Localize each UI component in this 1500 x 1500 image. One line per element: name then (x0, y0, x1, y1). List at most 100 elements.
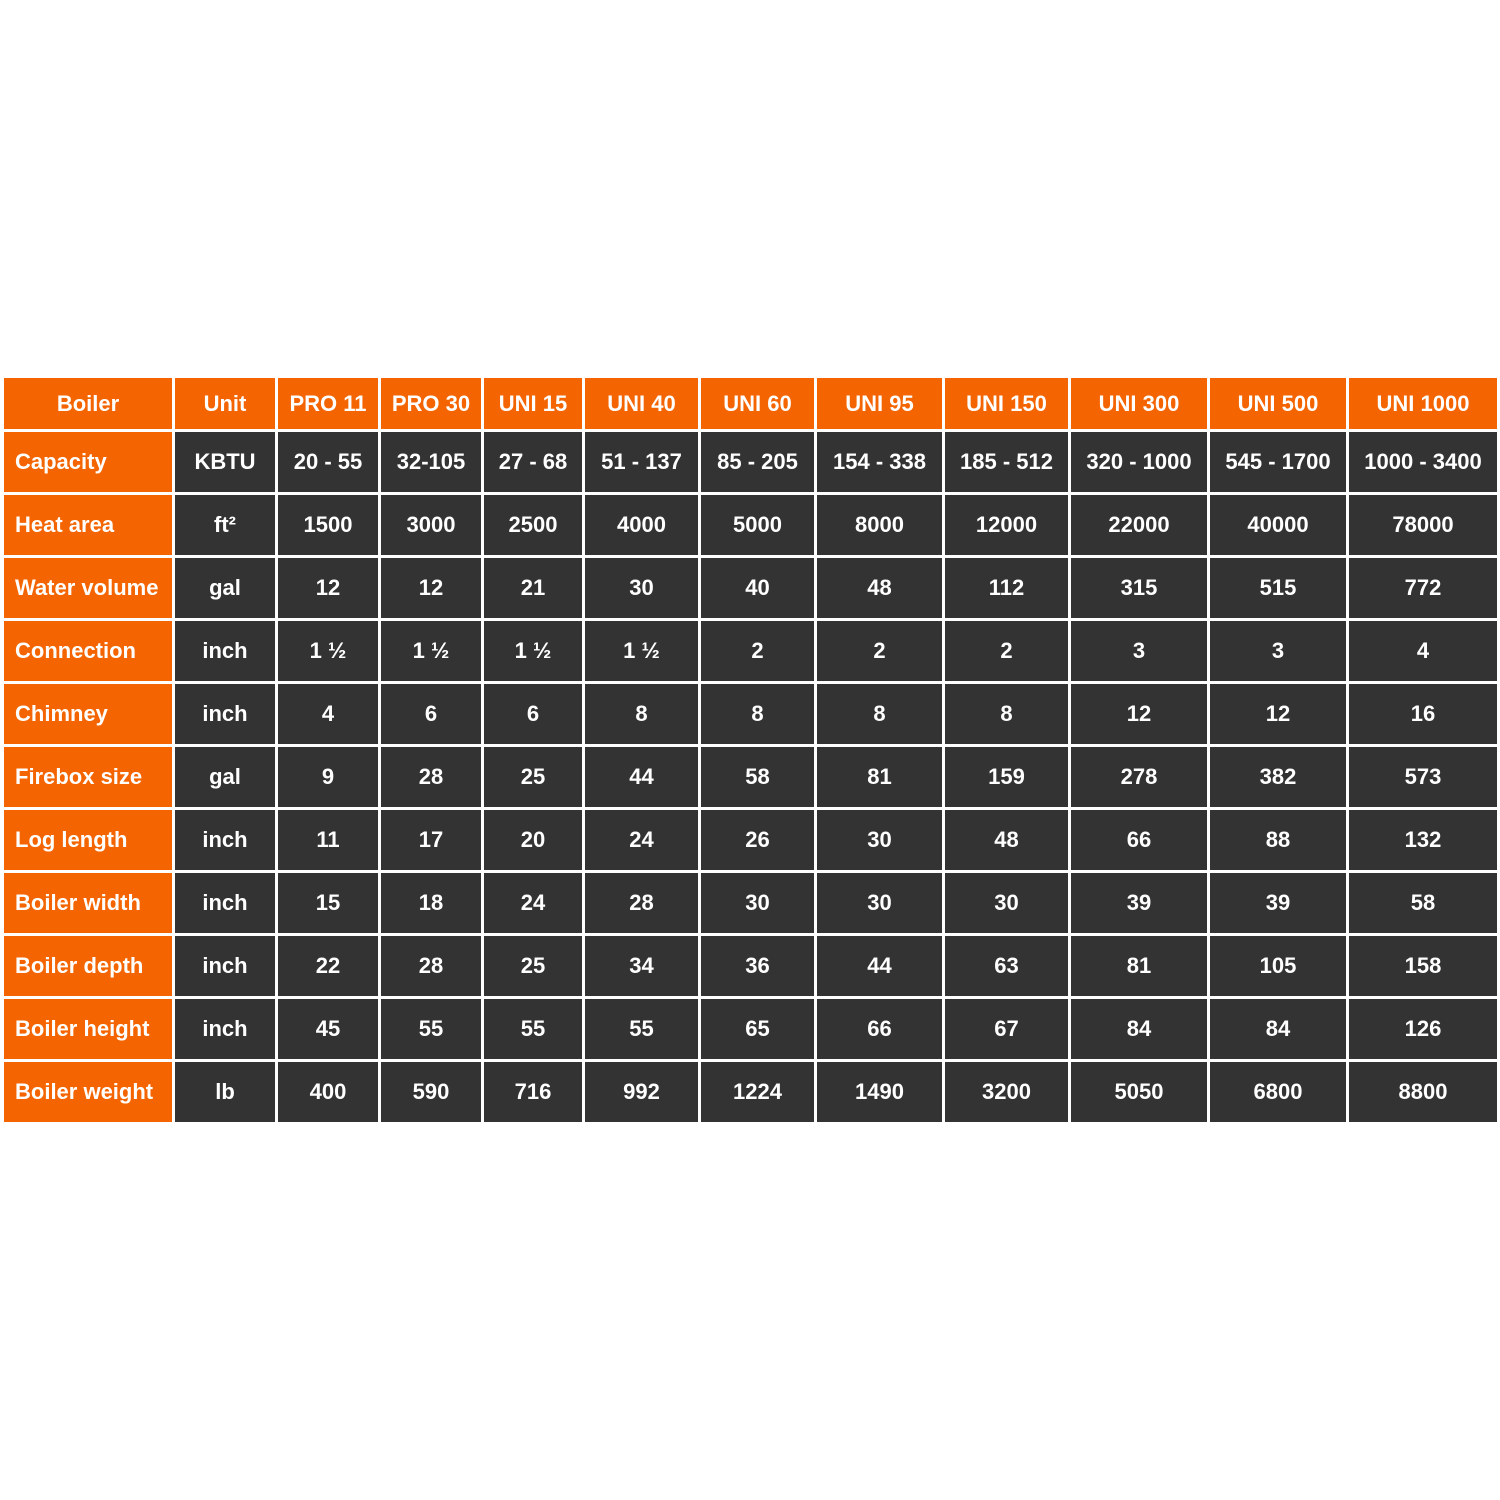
table-cell: 2 (814, 618, 945, 684)
table-cell: 8 (698, 681, 817, 747)
table-cell: 28 (378, 744, 484, 810)
row-label: Firebox size (1, 744, 175, 810)
table-cell: 88 (1207, 807, 1349, 873)
row-label: Boiler depth (1, 933, 175, 999)
table-row: Boiler height inch 45 55 55 55 65 66 67 84 84 126 (1, 996, 1500, 1062)
table-cell: 1000 - 3400 (1346, 429, 1500, 495)
row-label: Boiler weight (1, 1059, 175, 1125)
table-cell: 66 (1068, 807, 1210, 873)
table-cell: 515 (1207, 555, 1349, 621)
table-cell: 44 (582, 744, 701, 810)
table-cell: 573 (1346, 744, 1500, 810)
table-cell: 1 ½ (275, 618, 381, 684)
table-cell: 12 (378, 555, 484, 621)
table-cell: 85 - 205 (698, 429, 817, 495)
table-cell: 39 (1068, 870, 1210, 936)
table-cell: gal (172, 744, 278, 810)
table-cell: 24 (481, 870, 585, 936)
header-cell: PRO 30 (378, 375, 484, 432)
table-cell: 63 (942, 933, 1071, 999)
table-cell: 28 (378, 933, 484, 999)
table-cell: 12000 (942, 492, 1071, 558)
table-cell: 39 (1207, 870, 1349, 936)
table-cell: 545 - 1700 (1207, 429, 1349, 495)
table-cell: 12 (1207, 681, 1349, 747)
table-cell: 320 - 1000 (1068, 429, 1210, 495)
table-cell: 20 (481, 807, 585, 873)
table-cell: 772 (1346, 555, 1500, 621)
table-cell: 44 (814, 933, 945, 999)
table-cell: inch (172, 996, 278, 1062)
table-cell: 159 (942, 744, 1071, 810)
header-cell: UNI 60 (698, 375, 817, 432)
table-cell: 2500 (481, 492, 585, 558)
table-cell: 12 (1068, 681, 1210, 747)
table-cell: 382 (1207, 744, 1349, 810)
row-label: Boiler width (1, 870, 175, 936)
table-cell: 590 (378, 1059, 484, 1125)
table-cell: 1 ½ (582, 618, 701, 684)
table-cell: 45 (275, 996, 381, 1062)
table-cell: 65 (698, 996, 817, 1062)
table-cell: 22000 (1068, 492, 1210, 558)
table-cell: 1 ½ (481, 618, 585, 684)
table-cell: 315 (1068, 555, 1210, 621)
table-cell: 51 - 137 (582, 429, 701, 495)
table-cell: 81 (814, 744, 945, 810)
table-cell: 55 (378, 996, 484, 1062)
header-row: Boiler Unit PRO 11 PRO 30 UNI 15 UNI 40 UNI 60… (1, 375, 1500, 432)
table-cell: 66 (814, 996, 945, 1062)
header-cell: UNI 500 (1207, 375, 1349, 432)
table-cell: 30 (582, 555, 701, 621)
table-cell: 6 (378, 681, 484, 747)
table-cell: 1224 (698, 1059, 817, 1125)
table-cell: 12 (275, 555, 381, 621)
table-cell: 1500 (275, 492, 381, 558)
table-cell: inch (172, 870, 278, 936)
table-cell: 30 (942, 870, 1071, 936)
table-cell: 67 (942, 996, 1071, 1062)
table-cell: 5050 (1068, 1059, 1210, 1125)
table-cell: 400 (275, 1059, 381, 1125)
table-cell: 3000 (378, 492, 484, 558)
table-cell: 16 (1346, 681, 1500, 747)
header-cell: PRO 11 (275, 375, 381, 432)
row-label: Chimney (1, 681, 175, 747)
table-cell: 3 (1207, 618, 1349, 684)
table-cell: 32-105 (378, 429, 484, 495)
table-cell: 4 (275, 681, 381, 747)
table-cell: 4000 (582, 492, 701, 558)
table-cell: 3 (1068, 618, 1210, 684)
table-cell: 185 - 512 (942, 429, 1071, 495)
row-label: Log length (1, 807, 175, 873)
row-label: Water volume (1, 555, 175, 621)
table-cell: 48 (942, 807, 1071, 873)
table-cell: 5000 (698, 492, 817, 558)
table-cell: inch (172, 807, 278, 873)
table-cell: 55 (582, 996, 701, 1062)
table-row: Boiler width inch 15 18 24 28 30 30 30 39 39 58 (1, 870, 1500, 936)
table-cell: lb (172, 1059, 278, 1125)
table-row: Heat area ft² 1500 3000 2500 4000 5000 8000 1200… (1, 492, 1500, 558)
table-cell: 11 (275, 807, 381, 873)
table-cell: 112 (942, 555, 1071, 621)
header-cell: Boiler (1, 375, 175, 432)
table-cell: 28 (582, 870, 701, 936)
table-cell: 1490 (814, 1059, 945, 1125)
table-cell: 158 (1346, 933, 1500, 999)
header-cell: UNI 95 (814, 375, 945, 432)
table-cell: 716 (481, 1059, 585, 1125)
table-cell: inch (172, 618, 278, 684)
header-cell: UNI 40 (582, 375, 701, 432)
table-row: Boiler depth inch 22 28 25 34 36 44 63 81 105 158 (1, 933, 1500, 999)
table-cell: 3200 (942, 1059, 1071, 1125)
table-cell: 15 (275, 870, 381, 936)
table-cell: 36 (698, 933, 817, 999)
header-cell: Unit (172, 375, 278, 432)
table-cell: inch (172, 681, 278, 747)
table-cell: inch (172, 933, 278, 999)
row-label: Heat area (1, 492, 175, 558)
table-cell: 27 - 68 (481, 429, 585, 495)
table-row: Boiler weight lb 400 590 716 992 1224 1490 3200 5… (1, 1059, 1500, 1125)
